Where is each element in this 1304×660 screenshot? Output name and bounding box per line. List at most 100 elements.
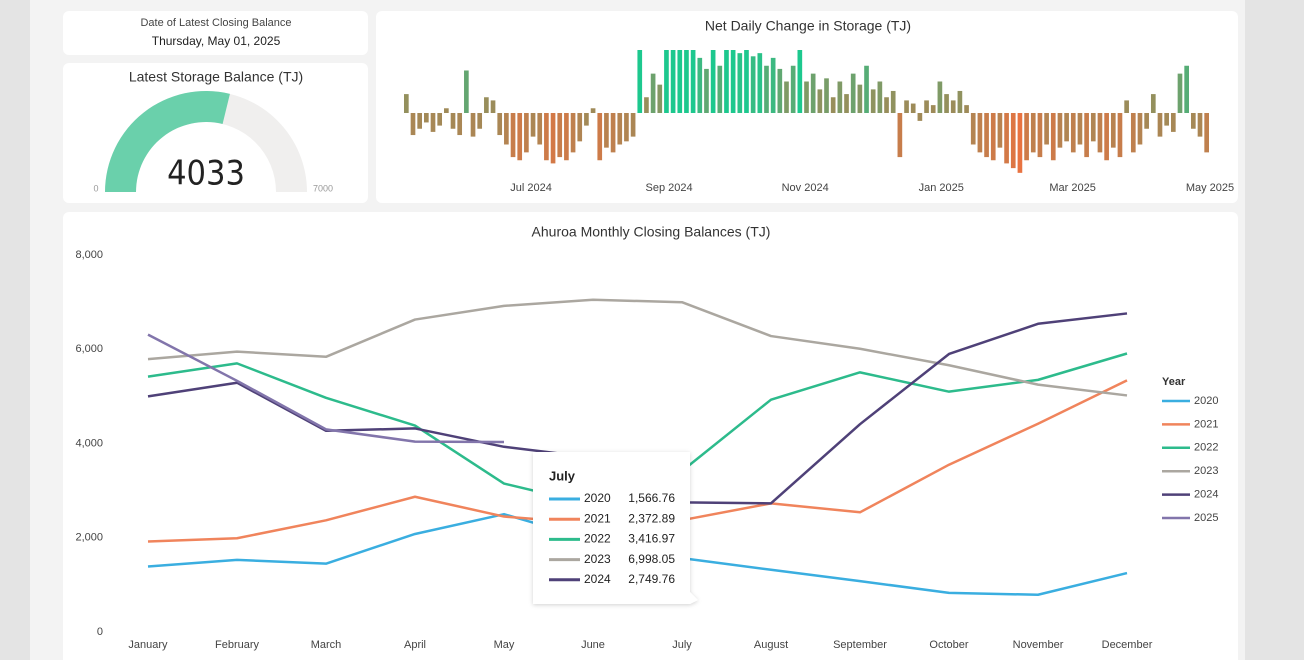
- bar: [657, 84, 663, 113]
- y-tick-label: 4,000: [75, 437, 103, 449]
- bar: [990, 113, 996, 161]
- bar: [710, 50, 716, 113]
- legend-label: 2025: [1194, 512, 1218, 524]
- x-tick-label: August: [754, 639, 788, 651]
- legend-title: Year: [1162, 376, 1186, 388]
- bar: [424, 113, 429, 123]
- bar: [777, 68, 783, 113]
- x-tick-label: June: [581, 639, 605, 651]
- bar: [530, 113, 536, 137]
- bar: [1070, 113, 1076, 153]
- bar: [1044, 113, 1049, 145]
- legend-label: 2022: [1194, 442, 1218, 454]
- x-tick-label: February: [215, 639, 260, 651]
- bar: [810, 73, 816, 113]
- x-tick-label: April: [404, 639, 426, 651]
- x-tick-label: September: [833, 639, 887, 651]
- bar: [790, 65, 796, 113]
- bar: [877, 81, 883, 113]
- bar: [697, 57, 703, 113]
- tooltip-name: 2020: [584, 491, 611, 505]
- bar: [837, 81, 843, 113]
- bar: [1084, 113, 1089, 158]
- bar: [910, 103, 916, 113]
- bar: [610, 113, 616, 153]
- bar: [937, 81, 943, 113]
- bar: [597, 113, 603, 161]
- y-tick-label: 8,000: [75, 249, 103, 261]
- bar: [984, 113, 989, 158]
- bar: [617, 113, 623, 145]
- bar: [817, 89, 823, 113]
- bar: [464, 70, 469, 113]
- bar: [904, 100, 909, 113]
- bar: [1117, 113, 1123, 158]
- tooltip-value: 1,566.76: [628, 491, 675, 505]
- bar: [897, 113, 903, 158]
- bar: [590, 108, 596, 113]
- bar: [944, 94, 949, 113]
- bar: [444, 108, 449, 113]
- bar: [1037, 113, 1043, 158]
- bar: [850, 73, 856, 113]
- bar: [1130, 113, 1136, 153]
- bar: [650, 73, 656, 113]
- bar: [410, 113, 416, 136]
- bar: [1104, 113, 1109, 161]
- bar: [857, 84, 863, 113]
- bar: [764, 65, 769, 113]
- bar: [1064, 113, 1069, 142]
- bar: [504, 113, 509, 145]
- bar: [404, 94, 409, 113]
- bar: [884, 97, 889, 113]
- bar: [690, 50, 696, 113]
- tooltip-name: 2024: [584, 572, 611, 586]
- gauge-min: 0: [93, 183, 98, 193]
- bar: [484, 97, 489, 113]
- bar: [1050, 113, 1056, 161]
- bar: [870, 89, 876, 113]
- tooltip-value: 2,372.89: [628, 511, 675, 525]
- bar-title: Net Daily Change in Storage (TJ): [705, 18, 911, 34]
- bar: [570, 113, 576, 153]
- bar: [550, 113, 556, 164]
- bar: [930, 105, 936, 113]
- bar: [664, 50, 669, 113]
- bar: [637, 50, 643, 113]
- bar: [1110, 113, 1116, 148]
- legend-label: 2023: [1194, 465, 1218, 477]
- bar: [1164, 113, 1169, 126]
- bar: [917, 113, 923, 121]
- gauge-value-arc: [105, 90, 230, 192]
- x-tick-label: March: [311, 639, 342, 651]
- x-tick-label: January: [128, 639, 168, 651]
- tooltip-box: [533, 452, 698, 604]
- bar: [830, 97, 836, 113]
- bar: [1137, 113, 1143, 145]
- bar: [750, 56, 756, 113]
- y-tick-label: 2,000: [75, 532, 103, 544]
- bar: [677, 50, 683, 113]
- bar: [730, 50, 736, 113]
- line-title: Ahuroa Monthly Closing Balances (TJ): [532, 224, 771, 240]
- legend-label: 2020: [1194, 395, 1218, 407]
- gauge-title: Latest Storage Balance (TJ): [129, 69, 303, 85]
- bar: [864, 65, 869, 113]
- x-tick-label: November: [1013, 639, 1064, 651]
- bar: [457, 113, 463, 136]
- bar: [1144, 113, 1149, 129]
- x-tick-label: May: [494, 639, 515, 651]
- bar: [684, 50, 689, 113]
- bar: [557, 113, 563, 158]
- bar: [1204, 113, 1209, 153]
- bar: [824, 78, 829, 113]
- bar: [1170, 113, 1176, 132]
- legend-label: 2021: [1194, 418, 1218, 430]
- bar: [1177, 73, 1183, 113]
- line-card: [63, 212, 1238, 660]
- legend-label: 2024: [1194, 489, 1218, 501]
- bar: [497, 113, 503, 136]
- bar: [450, 113, 456, 129]
- bar: [844, 94, 849, 113]
